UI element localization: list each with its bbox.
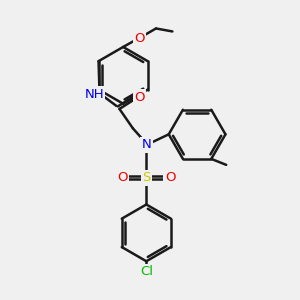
Text: O: O — [134, 91, 145, 104]
Text: NH: NH — [84, 88, 104, 100]
Text: Cl: Cl — [140, 265, 153, 278]
Text: O: O — [117, 171, 128, 184]
Text: S: S — [142, 171, 151, 184]
Text: O: O — [165, 171, 175, 184]
Text: O: O — [134, 32, 145, 44]
Text: N: N — [142, 138, 151, 151]
